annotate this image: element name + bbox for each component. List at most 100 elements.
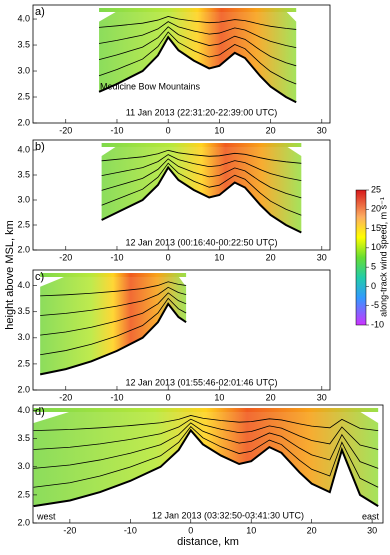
colorbar-tick-label: 5 <box>371 262 376 272</box>
echo-field <box>33 411 379 507</box>
panel-frame <box>32 4 331 124</box>
streamline <box>98 31 297 85</box>
caption: 12 Jan 2013 (01:55:46-02:01:46 UTC) <box>125 377 277 387</box>
x-tick-label: 0 <box>166 392 171 402</box>
colorbar-tick-label: 25 <box>371 184 381 194</box>
y-tick-label: 3.0 <box>17 65 30 75</box>
y-tick-label: 3.5 <box>17 306 30 316</box>
flight-level-band <box>33 408 379 412</box>
y-tick-label: 2.0 <box>17 117 30 127</box>
terrain-line <box>101 165 302 234</box>
panel-frame <box>32 139 331 251</box>
direction-label: west <box>36 511 56 521</box>
echo-field <box>40 276 187 375</box>
y-tick-label: 2.5 <box>17 219 30 229</box>
colorbar <box>355 189 367 326</box>
flight-level-band <box>101 143 302 147</box>
y-tick-label: 3.5 <box>17 39 30 49</box>
panel-label: d) <box>35 406 45 418</box>
streamline <box>98 21 297 49</box>
panel-label: b) <box>35 141 45 153</box>
terrain-line <box>33 428 379 508</box>
streamline <box>33 415 379 432</box>
y-tick-label: 3.0 <box>17 332 30 342</box>
flight-level-band <box>99 8 297 12</box>
x-tick-label: 30 <box>317 125 327 135</box>
x-tick-label: -20 <box>59 252 72 262</box>
x-tick-label: -10 <box>110 252 123 262</box>
streamline <box>40 286 187 316</box>
y-tick-label: 4.0 <box>17 13 30 23</box>
y-tick-label: 2.0 <box>17 244 30 254</box>
x-tick-label: 10 <box>214 125 224 135</box>
panel-label: a) <box>35 6 45 18</box>
y-tick-label: 2.5 <box>17 358 30 368</box>
y-tick-label: 4.0 <box>17 405 30 415</box>
y-tick-label: 3.5 <box>17 433 30 443</box>
x-tick-label: 20 <box>266 125 276 135</box>
caption: 12 Jan 2013 (00:16:40-00:22:50 UTC) <box>125 237 277 247</box>
x-tick-label: 30 <box>317 252 327 262</box>
x-tick-label: 10 <box>214 392 224 402</box>
x-tick-label: -10 <box>124 525 137 535</box>
colorbar-title: along-track wind speed, m s⁻¹ <box>378 197 388 317</box>
panel-frame <box>32 404 384 524</box>
streamline <box>33 425 379 488</box>
streamline <box>40 297 187 356</box>
x-tick-label: 10 <box>246 525 256 535</box>
streamline <box>101 154 302 181</box>
y-tick-label: 2.5 <box>17 489 30 499</box>
colorbar-tick-label: -10 <box>371 319 384 329</box>
direction-label: east <box>362 511 380 521</box>
streamline <box>40 281 187 297</box>
colorbar-tick-label: -5 <box>371 300 379 310</box>
streamline <box>99 16 297 30</box>
x-tick-label: 20 <box>266 252 276 262</box>
x-tick-label: -20 <box>59 392 72 402</box>
x-tick-label: 20 <box>266 392 276 402</box>
caption: 11 Jan 2013 (22:31:20-22:39:00 UTC) <box>126 107 277 117</box>
panel-frame <box>32 269 331 391</box>
x-tick-label: 20 <box>307 525 317 535</box>
streamline <box>33 422 379 469</box>
x-tick-label: -20 <box>59 125 72 135</box>
x-tick-label: 30 <box>317 392 327 402</box>
x-tick-label: 0 <box>166 252 171 262</box>
x-tick-label: -10 <box>110 125 123 135</box>
y-tick-label: 3.0 <box>17 461 30 471</box>
streamline <box>101 158 302 199</box>
streamline <box>101 162 302 216</box>
terrain-line <box>98 35 297 104</box>
y-tick-label: 4.0 <box>17 280 30 290</box>
caption: 12 Jan 2013 (03:32:50-03:41:30 UTC) <box>152 510 304 520</box>
y-tick-label: 4.0 <box>17 144 30 154</box>
echo-field <box>101 146 302 233</box>
y-tick-label: 2.0 <box>17 517 30 527</box>
x-tick-label: 30 <box>367 525 377 535</box>
annotation: Medicine Bow Mountains <box>100 81 201 91</box>
echo-field <box>99 11 297 103</box>
colorbar-tick-label: 15 <box>371 223 381 233</box>
colorbar-tick-label: 20 <box>371 204 381 214</box>
y-tick-label: 2.0 <box>17 384 30 394</box>
streamline <box>101 149 302 164</box>
y-tick-label: 2.5 <box>17 91 30 101</box>
x-axis-title: distance, km <box>177 536 239 548</box>
y-axis-title: height above MSL, km <box>4 220 16 329</box>
terrain-line <box>39 302 187 376</box>
y-tick-label: 3.0 <box>17 194 30 204</box>
streamline <box>33 418 379 450</box>
flight-level-band <box>40 273 187 277</box>
x-tick-label: 0 <box>166 125 171 135</box>
colorbar-tick-label: 10 <box>371 242 381 252</box>
streamline <box>40 292 187 336</box>
x-tick-label: -10 <box>110 392 123 402</box>
x-tick-label: 10 <box>214 252 224 262</box>
x-tick-label: 0 <box>188 525 193 535</box>
streamline <box>98 26 297 67</box>
panel-label: c) <box>35 271 44 283</box>
y-tick-label: 3.5 <box>17 169 30 179</box>
x-tick-label: -20 <box>63 525 76 535</box>
colorbar-tick-label: 0 <box>371 281 376 291</box>
